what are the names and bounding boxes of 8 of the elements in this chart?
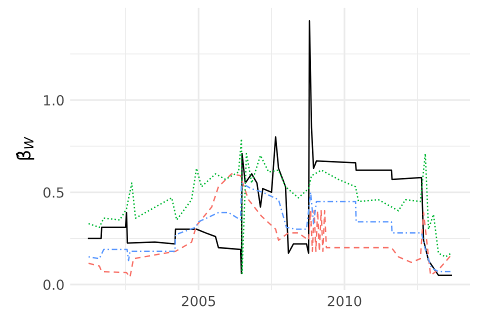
line-series xyxy=(88,138,452,274)
y-tick-label: 0.0 xyxy=(43,279,64,290)
x-tick-label: 2005 xyxy=(182,296,216,306)
x-tick-label: 2010 xyxy=(328,296,362,306)
line-series xyxy=(88,20,452,276)
y-tick-label: 0.5 xyxy=(43,187,64,198)
y-tick-label: 1.0 xyxy=(44,95,64,106)
y-axis-title: β̂$_{W}$ xyxy=(16,136,34,160)
